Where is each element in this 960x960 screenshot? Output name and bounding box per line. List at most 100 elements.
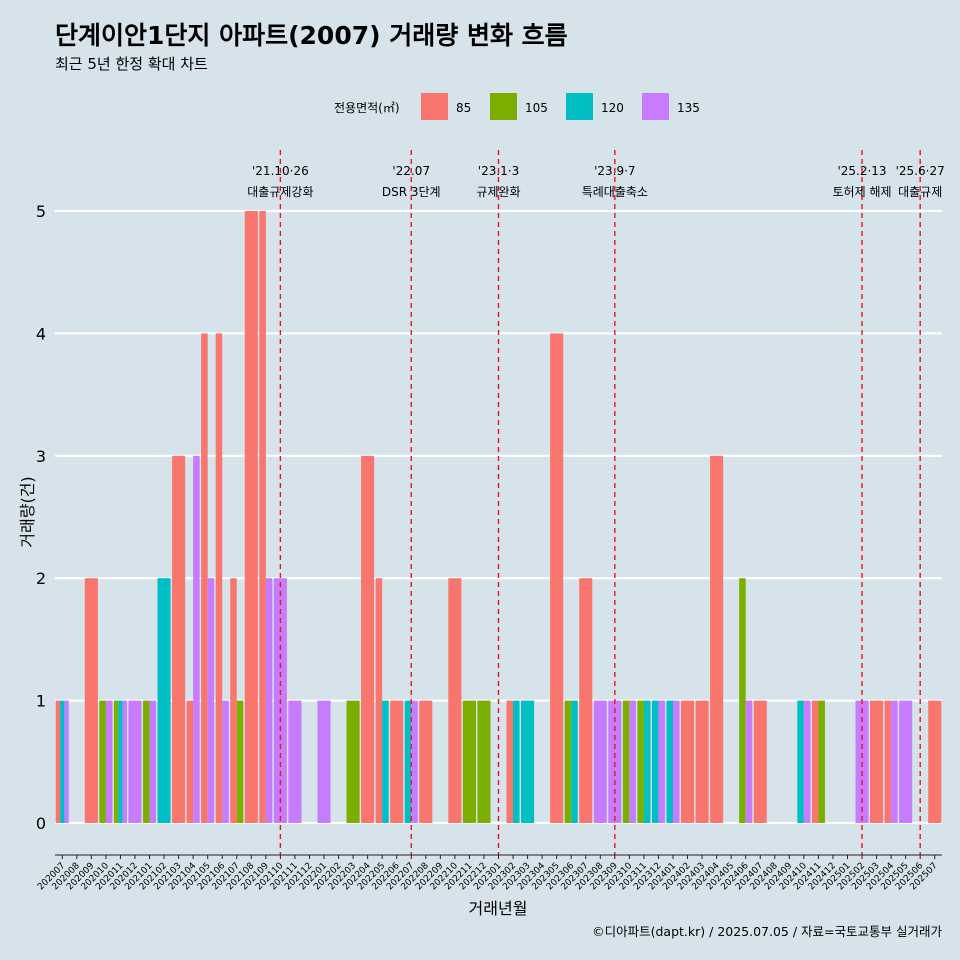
annotation-label: 대출규제 [898,185,942,199]
annotation-label: 규제완화 [476,185,520,199]
annotation-date: '25.2·13 [837,164,886,178]
bar-105-202406 [739,578,746,823]
y-tick-label: 0 [36,814,46,833]
annotation-label: 특례대출축소 [582,185,648,199]
bar-85-202103 [172,455,186,823]
bar-120-202302 [513,700,520,823]
bar-120-202410 [797,700,804,823]
bar-120-202401 [666,700,673,823]
bar-135-202310 [629,700,636,823]
bar-135-202111 [288,700,302,823]
annotation-date: '23.9·7 [594,164,635,178]
annotations: '21.10·26 대출규제강화 '22.07 DSR 3단계 '23.1·3 규제완화 '… [247,150,945,855]
bar-85-202403 [695,700,709,823]
bar-105-202203 [346,700,360,823]
annotation-date: '25.6·27 [896,164,945,178]
legend-swatch-135 [642,93,669,120]
bar-85-202402 [680,700,695,823]
bar-135-202012 [128,700,142,823]
bar-135-202201 [317,700,331,823]
bar-120-202011 [118,700,123,823]
bar-105-202107 [236,700,244,823]
annotation-label: DSR 3단계 [382,185,441,199]
bar-135-202007 [64,700,69,823]
bar-85-202205 [375,578,383,823]
bar-85-202404 [710,455,724,823]
legend-swatch-105 [490,93,517,120]
bar-120-202306 [571,700,578,823]
bar-85-202204 [361,455,375,823]
bar-85-202007 [55,700,61,823]
bar-85-202407 [753,700,767,823]
y-tick-label: 4 [36,324,46,343]
legend-label-135: 135 [677,101,700,115]
bar-85-202106 [215,333,223,823]
bars [55,211,942,823]
bar-105-202411 [818,700,825,823]
annotation-label: 토허제 해제 [833,185,892,199]
bar-135-202406 [745,700,753,823]
bar-105-202311 [637,700,644,823]
bar-85-202504 [884,700,892,823]
bar-120-202312 [651,700,659,823]
bar-85-202503 [870,700,884,823]
bar-135-202504 [891,700,898,823]
bar-105-202306 [564,700,572,823]
annotation-date: '22.07 [392,164,430,178]
annotation-date: '21.10·26 [252,164,309,178]
legend-label-105: 105 [525,101,548,115]
chart-caption: ©디아파트(dapt.kr) / 2025.07.05 / 자료=국토교통부 실… [592,924,942,939]
bar-135-202109 [265,578,273,823]
bar-135-202502 [855,700,869,823]
bar-135-202309 [608,700,622,823]
bar-85-202109 [259,211,266,823]
bar-135-202505 [899,700,913,823]
bar-85-202302 [506,700,514,823]
chart-subtitle: 최근 5년 한정 확대 차트 [55,55,208,73]
legend-swatch-85 [421,93,448,120]
bar-135-202105 [207,578,215,823]
y-tick-label: 1 [36,692,46,711]
bar-85-202210 [448,578,462,823]
bar-120-202311 [643,700,651,823]
bar-85-202105 [201,333,208,823]
x-axis: 2020072020082020092020102020112020122021… [36,854,942,892]
bar-135-202410 [803,700,811,823]
bar-135-202312 [658,700,665,823]
bar-85-202104 [186,700,194,823]
bar-135-202308 [593,700,607,823]
bar-85-202108 [244,211,258,823]
bar-105-202211 [462,700,476,823]
bar-135-202104 [193,455,200,823]
bar-85-202009 [84,578,98,823]
y-axis-ticks: 0 1 2 3 4 5 [36,202,46,833]
bar-85-202107 [230,578,237,823]
annotation-label: 대출규제강화 [247,185,313,199]
x-axis-label: 거래년월 [469,899,528,918]
annotation-date: '23.1·3 [478,164,519,178]
legend-label-120: 120 [601,101,624,115]
bar-135-202010 [105,700,113,823]
bar-105-202011 [113,700,119,823]
bar-85-202206 [390,700,404,823]
y-tick-label: 2 [36,569,46,588]
bar-85-202507 [928,700,942,823]
bar-135-202106 [222,700,229,823]
bar-85-202411 [811,700,819,823]
bar-85-202305 [550,333,564,823]
chart-title: 단계이안1단지 아파트(2007) 거래량 변화 흐름 [55,21,568,50]
y-tick-label: 3 [36,447,46,466]
legend-title: 전용면적(㎡) [334,101,400,115]
legend-label-85: 85 [456,101,471,115]
bar-105-202010 [99,700,106,823]
bar-135-202401 [672,700,680,823]
bar-105-202101 [142,700,150,823]
legend-swatch-120 [566,93,593,120]
bar-120-202205 [382,700,389,823]
bar-135-202011 [122,700,127,823]
bar-85-202307 [579,578,593,823]
legend: 전용면적(㎡) 85 105 120 135 [334,93,700,120]
y-tick-label: 5 [36,202,46,221]
bar-120-202303 [521,700,535,823]
